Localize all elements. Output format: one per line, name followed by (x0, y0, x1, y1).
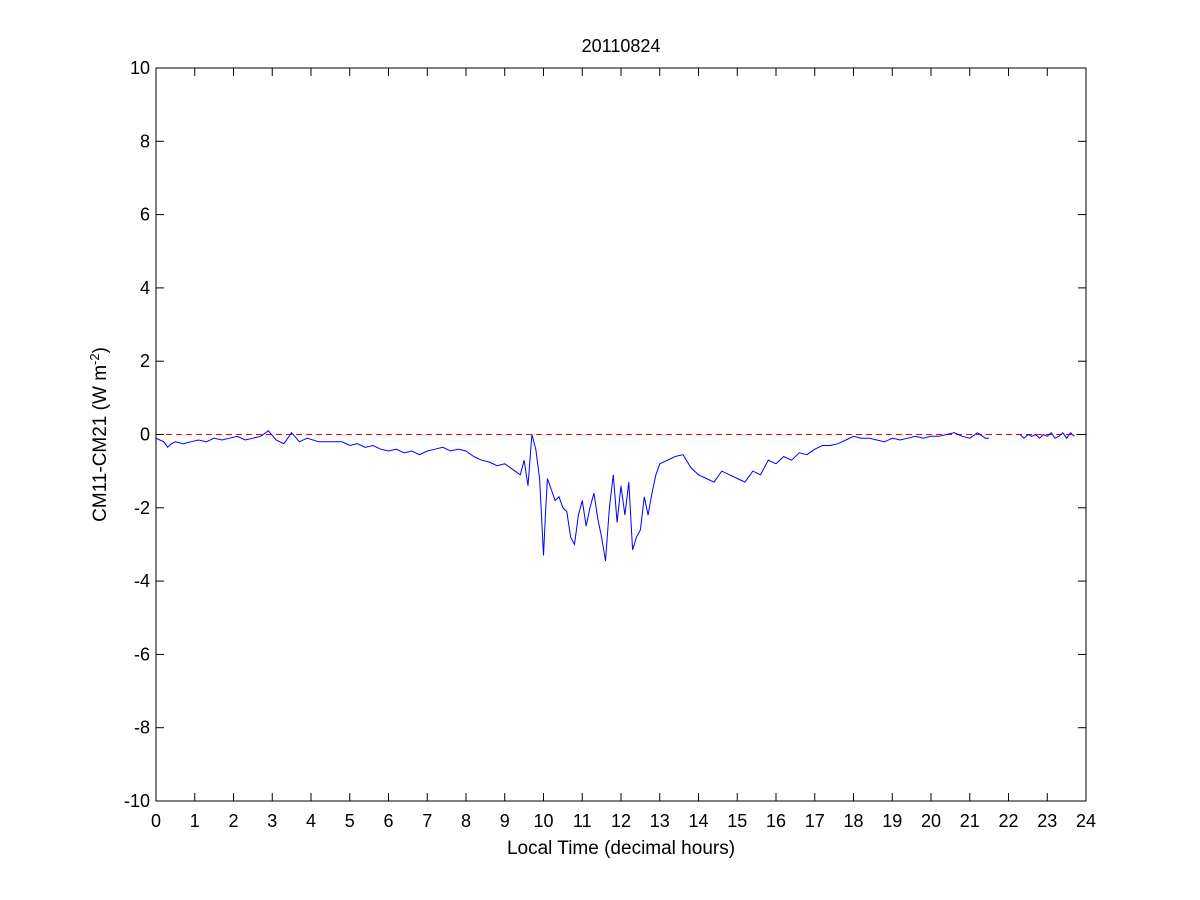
series-line-2 (1019, 431, 1075, 440)
x-tick-label: 23 (1037, 811, 1057, 831)
series-line-1 (155, 430, 990, 561)
chart-title: 20110824 (582, 36, 661, 56)
x-tick-label: 3 (267, 811, 277, 831)
x-tick-label: 4 (306, 811, 316, 831)
y-tick-label: 10 (130, 58, 150, 78)
x-tick-label: 13 (650, 811, 670, 831)
x-tick-label: 17 (805, 811, 825, 831)
y-tick-label: -8 (134, 718, 150, 738)
y-tick-label: -4 (134, 571, 150, 591)
x-tick-label: 5 (345, 811, 355, 831)
y-tick-label: 0 (140, 425, 150, 445)
x-tick-label: 14 (688, 811, 708, 831)
x-tick-label: 19 (882, 811, 902, 831)
y-tick-label: -10 (124, 791, 150, 811)
x-tick-label: 11 (573, 811, 592, 831)
y-tick-label: -6 (134, 644, 150, 664)
y-axis-label-main: CM11-CM21 (W m (90, 365, 111, 522)
y-tick-label: 6 (140, 205, 150, 225)
x-tick-label: 1 (190, 811, 200, 831)
x-tick-label: 24 (1076, 811, 1096, 831)
x-tick-label: 7 (422, 811, 432, 831)
y-tick-label: 4 (140, 278, 150, 298)
y-tick-label: 2 (140, 351, 150, 371)
y-tick-label: 8 (140, 131, 150, 151)
x-tick-label: 22 (998, 811, 1018, 831)
x-axis-label: Local Time (decimal hours) (507, 838, 735, 859)
x-tick-label: 0 (151, 811, 161, 831)
x-tick-label: 10 (533, 811, 553, 831)
x-tick-label: 9 (500, 811, 510, 831)
x-tick-label: 2 (228, 811, 238, 831)
x-tick-label: 8 (461, 811, 471, 831)
y-axis-label-close: ) (90, 347, 111, 353)
x-tick-label: 21 (960, 811, 980, 831)
x-tick-label: 15 (727, 811, 747, 831)
y-tick-label: -2 (134, 498, 150, 518)
y-axis-label-superscript: -2 (87, 353, 102, 365)
x-tick-label: 18 (843, 811, 863, 831)
x-tick-label: 6 (383, 811, 393, 831)
y-axis-label: CM11-CM21 (W m-2) (87, 347, 112, 522)
x-tick-label: 12 (611, 811, 631, 831)
x-tick-label: 20 (921, 811, 941, 831)
x-tick-label: 16 (766, 811, 786, 831)
